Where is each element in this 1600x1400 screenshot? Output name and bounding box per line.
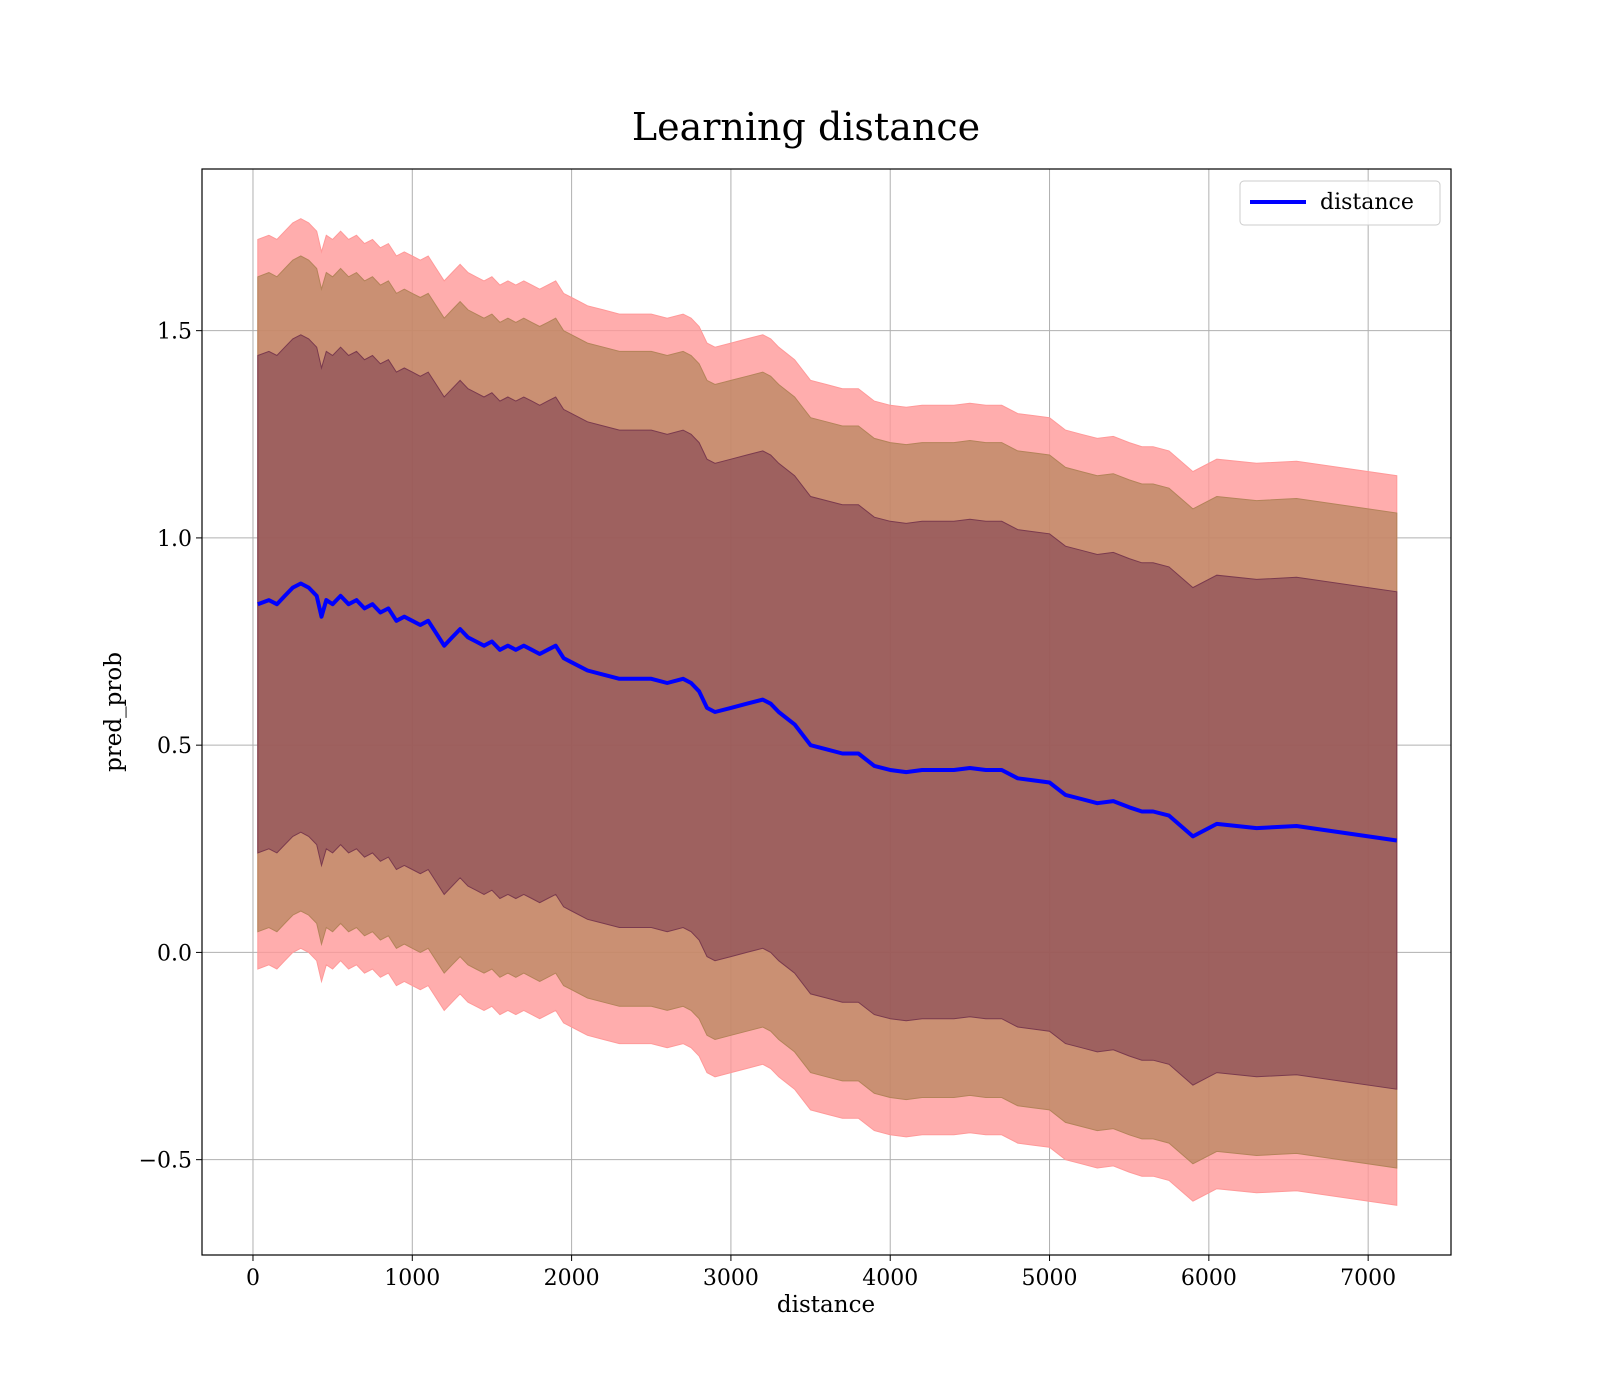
y-axis-label: pred_prob xyxy=(101,652,127,772)
x-tick-label: 7000 xyxy=(1340,1266,1396,1291)
y-axis-ticks: −0.5 0.0 0.5 1.0 1.5 xyxy=(139,320,202,1174)
y-tick-label: −0.5 xyxy=(139,1149,192,1174)
x-tick-label: 6000 xyxy=(1181,1266,1237,1291)
y-tick-label: 1.0 xyxy=(157,527,192,552)
x-tick-label: 5000 xyxy=(1022,1266,1078,1291)
y-tick-label: 0.0 xyxy=(157,941,192,966)
x-axis-ticks: 0 1000 2000 3000 4000 5000 6000 7000 xyxy=(246,1255,1396,1291)
legend: distance xyxy=(1239,180,1441,226)
legend-label: distance xyxy=(1320,190,1414,215)
band-inner xyxy=(257,334,1398,1090)
x-tick-label: 0 xyxy=(246,1266,260,1291)
x-axis-label: distance xyxy=(777,1292,875,1318)
series-line-distance xyxy=(257,581,1398,843)
confidence-bands xyxy=(257,218,1398,1206)
x-tick-label: 4000 xyxy=(862,1266,918,1291)
y-tick-label: 1.5 xyxy=(157,320,192,345)
series-lines xyxy=(257,581,1398,843)
x-tick-label: 2000 xyxy=(544,1266,600,1291)
chart-title: Learning distance xyxy=(632,105,980,149)
x-tick-label: 3000 xyxy=(703,1266,759,1291)
plot-frame xyxy=(201,168,1452,1256)
y-tick-label: 0.5 xyxy=(157,734,192,759)
x-tick-label: 1000 xyxy=(384,1266,440,1291)
legend-box xyxy=(1239,180,1441,226)
